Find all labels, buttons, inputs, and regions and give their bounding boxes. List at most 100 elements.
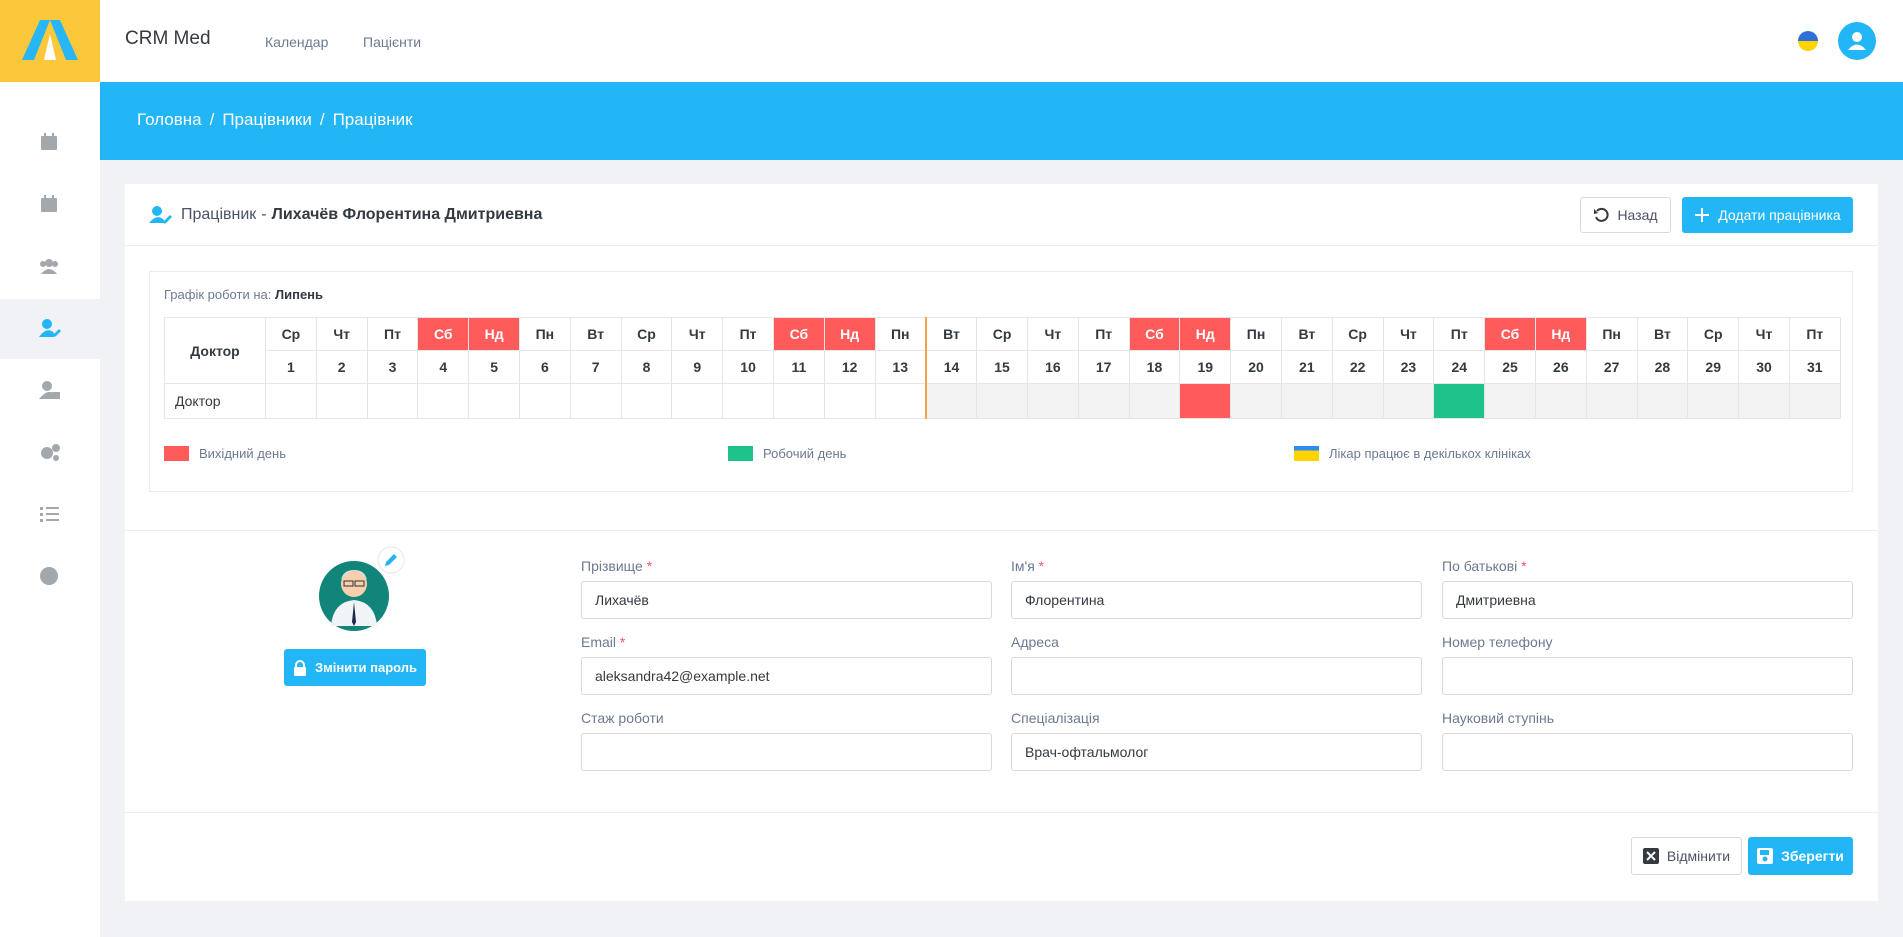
text-input[interactable]: Лихачёв [581,581,992,619]
schedule-cell[interactable] [722,383,774,419]
day-number: 17 [1077,350,1130,384]
nav-link[interactable]: Календар [265,34,329,50]
nav-link[interactable]: Пацієнти [363,34,422,50]
day-number: 12 [823,350,876,384]
logo[interactable] [0,0,100,82]
lock-icon [293,659,306,676]
schedule-cell[interactable] [772,383,825,419]
schedule-cell[interactable] [1534,383,1587,419]
save-button[interactable]: Зберегти [1748,837,1853,875]
schedule-cell[interactable] [1484,383,1536,419]
sidebar-item[interactable] [0,113,100,173]
text-input[interactable]: Врач-офтальмолог [1011,733,1422,771]
breadcrumb-item[interactable]: Головна [137,110,202,129]
schedule-cell[interactable] [1687,383,1740,419]
back-button[interactable]: Назад [1580,197,1671,233]
schedule-cell[interactable] [874,383,927,419]
day-number: 25 [1484,350,1536,384]
edit-avatar-button[interactable] [377,546,405,574]
sidebar-icon [40,507,59,522]
text-input[interactable] [1442,657,1853,695]
schedule-cell[interactable] [1788,383,1841,419]
sidebar-item[interactable] [0,361,100,421]
sidebar-item[interactable] [0,547,100,607]
schedule-cell[interactable] [1230,383,1282,419]
label: Номер телефону [1442,634,1553,650]
breadcrumb-item[interactable]: Працівники [222,110,312,129]
sidebar-item[interactable] [0,423,100,483]
weekday: Нд [1534,317,1587,351]
schedule-cell[interactable] [1179,383,1232,419]
weekday: Сб [417,317,470,351]
schedule-cell[interactable] [1636,383,1689,419]
day-number: 6 [518,350,571,384]
schedule-label: Графік роботи на: Липень [164,287,323,302]
title: Працівник [181,206,257,223]
schedule-cell[interactable] [265,383,317,419]
header-row: Доктор Ср Чт Пт Сб Нд Пн Вт Ср Чт Пт Сб Нд Пн Вт Ср Чт Пт… [164,317,1841,384]
schedule-cell[interactable] [1585,383,1638,419]
row-label: Доктор [164,383,266,419]
schedule-cell[interactable] [417,383,470,419]
weekday: Пн [518,317,571,351]
day-number: 5 [468,350,520,384]
input-value: Дмитриевна [1456,592,1536,608]
day-number: 16 [1026,350,1079,384]
schedule-cell[interactable] [468,383,520,419]
month: Липень [274,287,324,302]
sidebar-item[interactable] [0,485,100,545]
schedule-cell[interactable] [1738,383,1790,419]
text-input[interactable] [1011,657,1422,695]
legend-swatch [164,446,189,461]
text-input[interactable]: Дмитриевна [1442,581,1853,619]
day-number: 27 [1585,350,1638,384]
schedule-cell[interactable] [976,383,1028,419]
schedule-cell[interactable] [1128,383,1181,419]
top-bar: CRM Med Календар Пацієнти [100,0,1903,82]
day-number: 28 [1636,350,1689,384]
divider [125,530,1878,531]
schedule-cell[interactable] [518,383,571,419]
sidebar-item[interactable] [0,175,100,235]
sidebar-item[interactable] [0,237,100,297]
weekday: Пт [722,317,774,351]
day-number: 15 [976,350,1028,384]
text-input[interactable]: Флорентина [1011,581,1422,619]
schedule-cell[interactable] [1433,383,1486,419]
text-input[interactable]: aleksandra42@example.net [581,657,992,695]
schedule-cell[interactable] [1382,383,1435,419]
schedule-box [149,271,1853,492]
field-label: Адреса [1011,634,1059,650]
required-mark: * [1038,558,1045,574]
sidebar-item[interactable] [0,299,100,359]
language-flag[interactable] [1798,31,1818,51]
schedule-cell[interactable] [823,383,876,419]
day-number: 10 [722,350,774,384]
day-number: 11 [772,350,825,384]
schedule-cell[interactable] [569,383,622,419]
field-label: Номер телефону [1442,634,1553,650]
day-number: 3 [366,350,419,384]
schedule-cell[interactable] [620,383,673,419]
text-input[interactable] [1442,733,1853,771]
user-avatar[interactable] [1838,22,1876,60]
legend-item: Робочий день [728,446,846,461]
schedule-cell[interactable] [1077,383,1130,419]
schedule-cell[interactable] [315,383,368,419]
text-input[interactable] [581,733,992,771]
schedule-cell[interactable] [1280,383,1333,419]
schedule-cell[interactable] [1026,383,1079,419]
input-value: aleksandra42@example.net [595,668,770,684]
weekday: Пн [1230,317,1282,351]
schedule-cell[interactable] [366,383,419,419]
sidebar-icon [41,195,57,212]
day-number: 13 [874,350,927,384]
weekday: Пт [366,317,419,351]
schedule-cell[interactable] [924,383,978,419]
change-password-button[interactable]: Змінити пароль [284,649,426,686]
schedule-cell[interactable] [1331,383,1384,419]
add-button[interactable]: Додати працівника [1682,197,1853,233]
cancel-button[interactable]: Відмінити [1631,837,1742,875]
schedule-cell[interactable] [671,383,724,419]
label: Адреса [1011,634,1059,650]
